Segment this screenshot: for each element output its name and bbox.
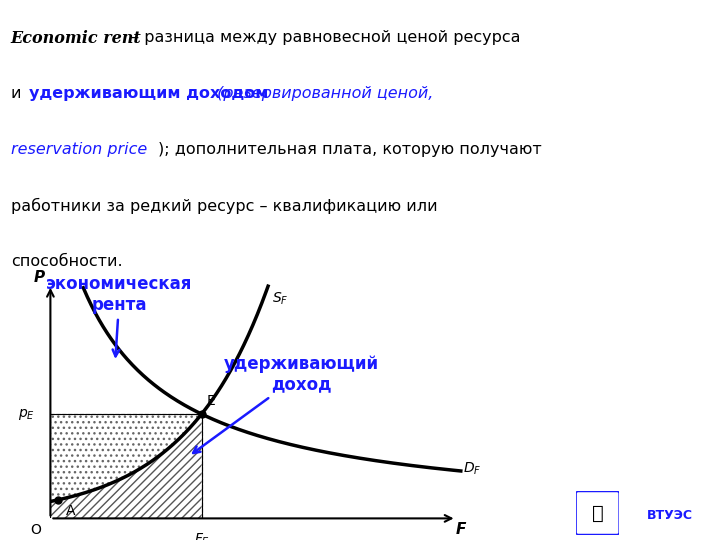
Text: Economic rent: Economic rent <box>11 30 142 48</box>
Text: P: P <box>34 270 45 285</box>
Text: – разница между равновесной ценой ресурса: – разница между равновесной ценой ресурс… <box>126 30 521 45</box>
Text: удерживающим доходом: удерживающим доходом <box>29 86 268 102</box>
Text: $p_E$: $p_E$ <box>18 407 35 422</box>
Text: O: O <box>30 523 41 537</box>
Text: $F_E$: $F_E$ <box>194 532 210 540</box>
Text: A: A <box>66 504 76 517</box>
Text: 🏛: 🏛 <box>592 503 603 523</box>
Text: F: F <box>456 522 466 537</box>
Text: E: E <box>207 394 215 408</box>
Text: $S_F$: $S_F$ <box>272 291 289 307</box>
Text: ВТУЭС: ВТУЭС <box>647 509 693 522</box>
Text: (резервированной ценой,: (резервированной ценой, <box>212 86 433 102</box>
Text: и: и <box>11 86 27 102</box>
Text: способности.: способности. <box>11 254 122 269</box>
Text: работники за редкий ресурс – квалификацию или: работники за редкий ресурс – квалификаци… <box>11 198 438 214</box>
Text: reservation price: reservation price <box>11 142 147 157</box>
Text: ); дополнительная плата, которую получают: ); дополнительная плата, которую получаю… <box>158 142 542 157</box>
Text: $D_F$: $D_F$ <box>463 460 482 477</box>
Text: экономическая
рента: экономическая рента <box>46 275 193 356</box>
FancyBboxPatch shape <box>576 491 619 535</box>
Text: удерживающий
доход: удерживающий доход <box>193 355 379 453</box>
